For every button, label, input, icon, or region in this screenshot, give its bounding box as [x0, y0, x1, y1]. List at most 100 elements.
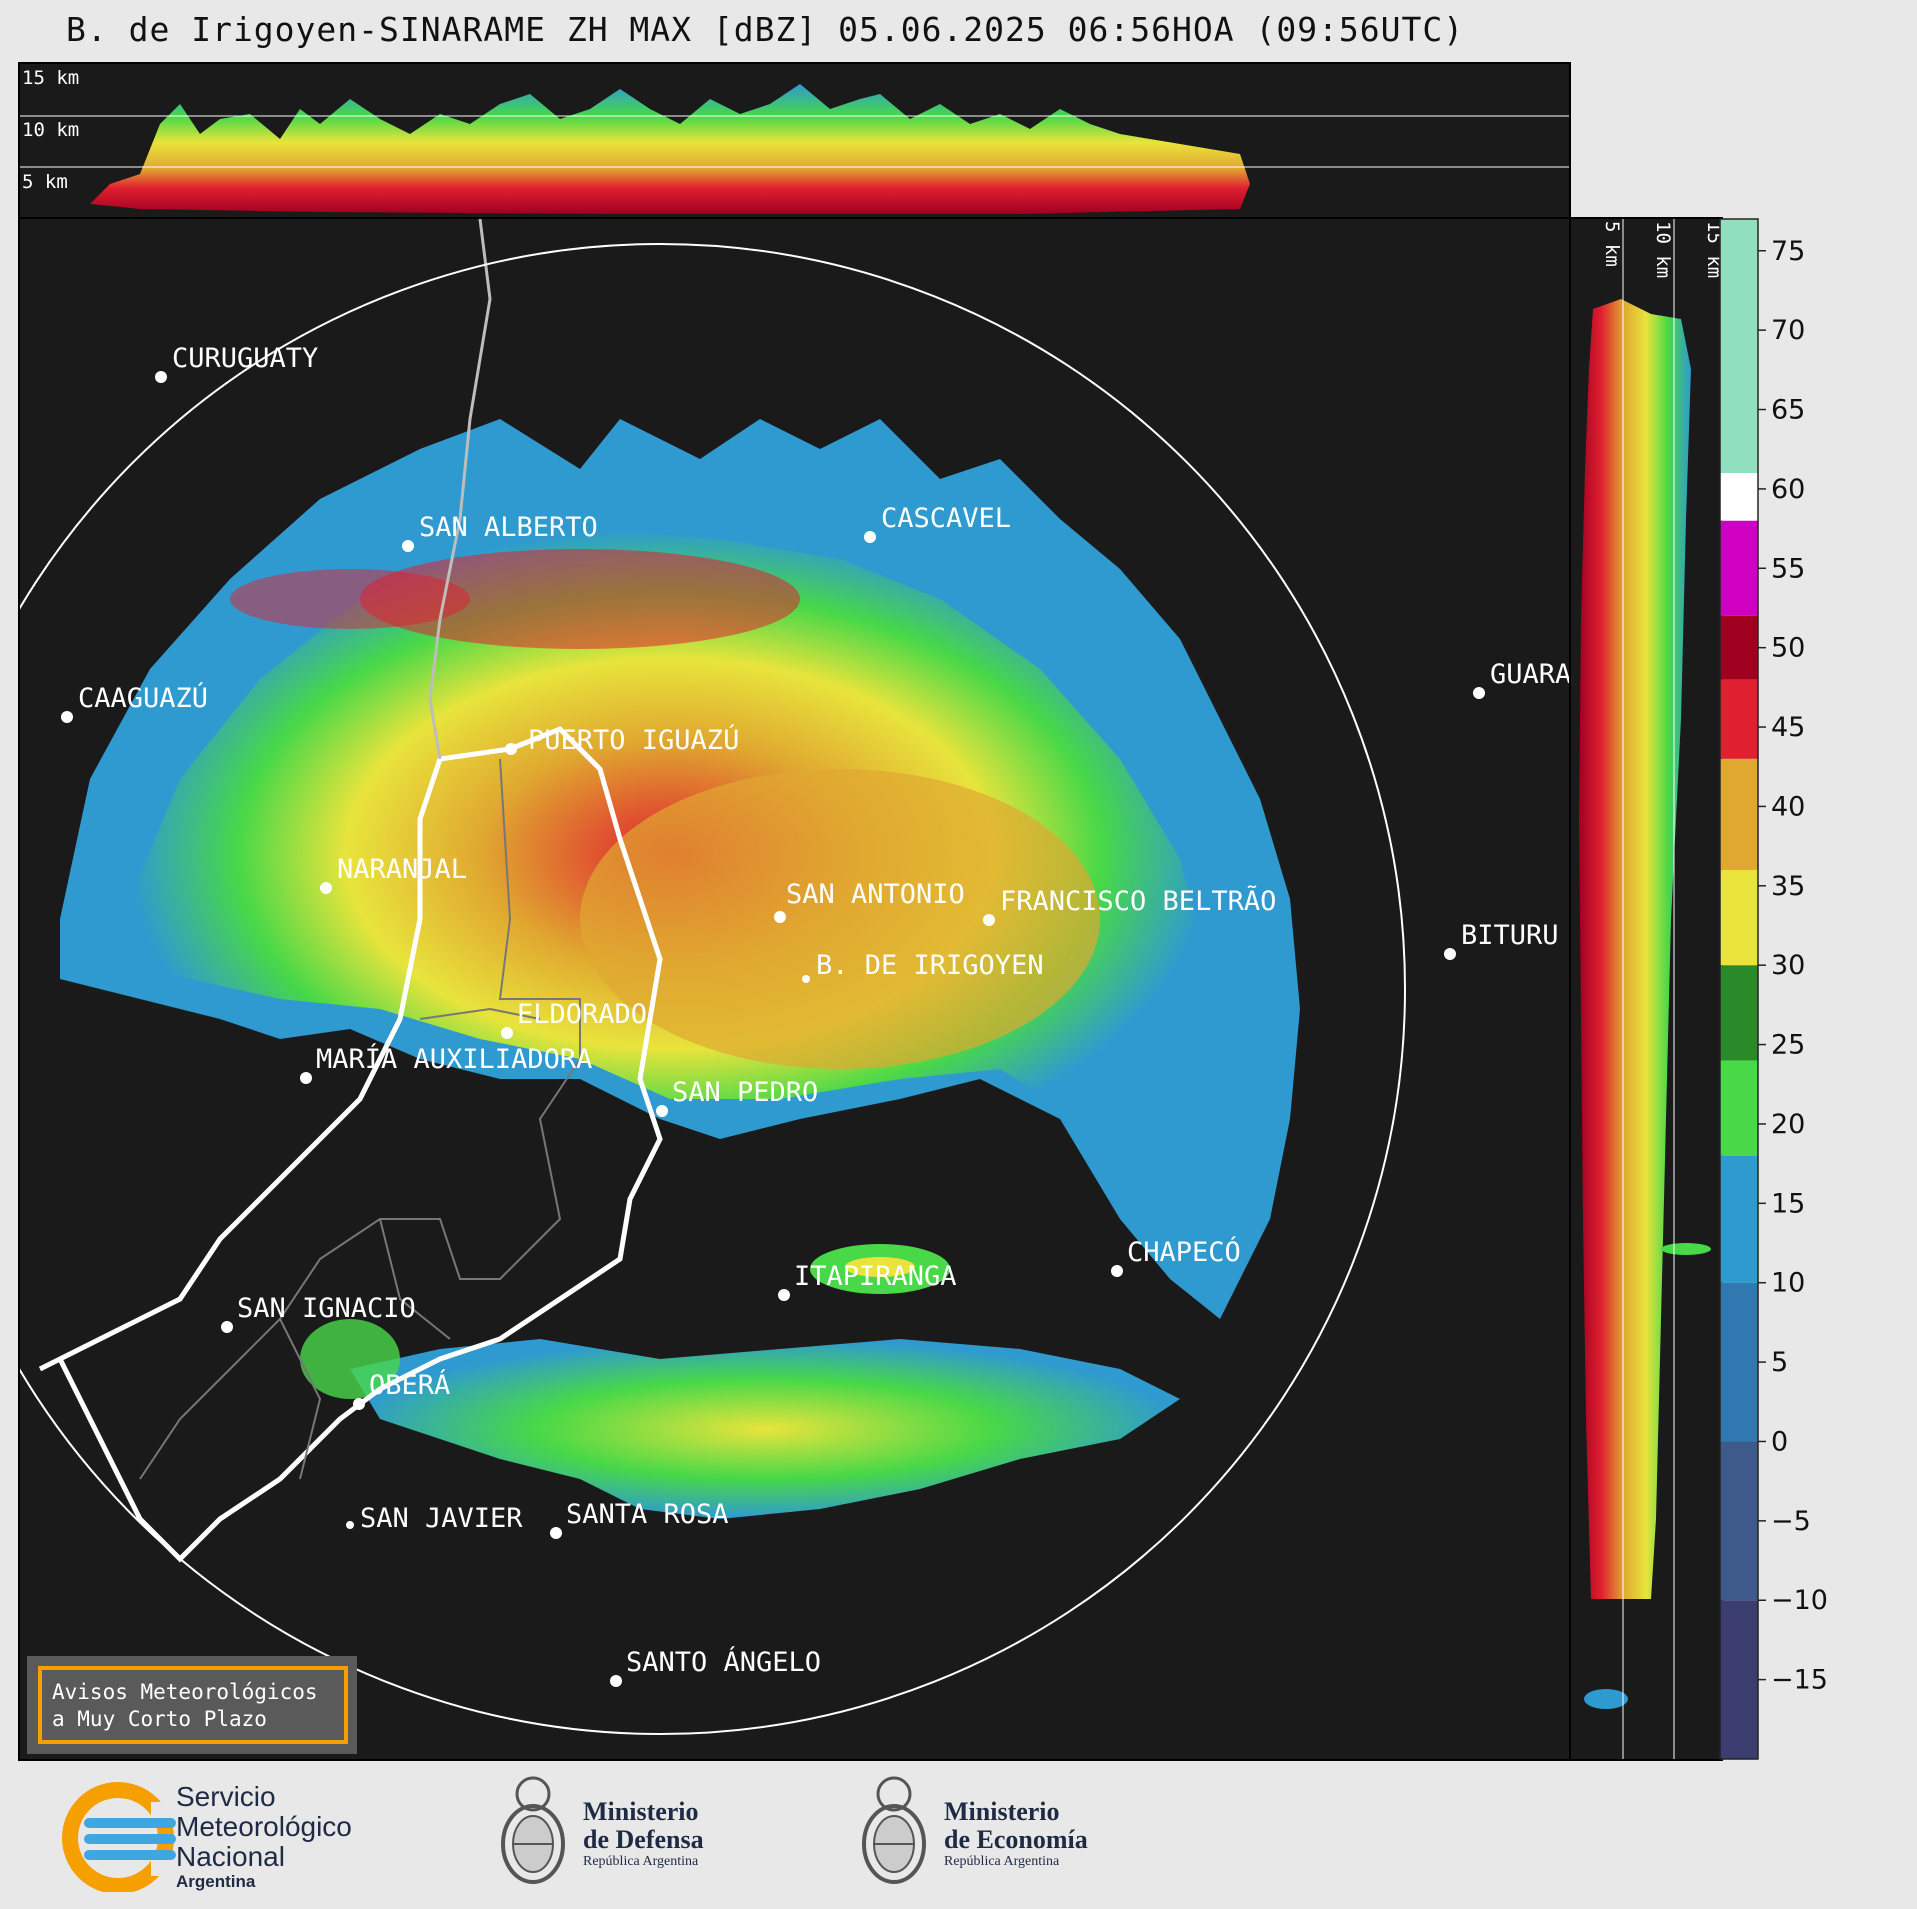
colorbar-tick-label: 0 — [1771, 1426, 1788, 1457]
economia-name: Ministerio de Economía República Argenti… — [944, 1798, 1088, 1870]
colorbar-band — [1720, 520, 1758, 616]
colorbar-band — [1720, 965, 1758, 1061]
place-puerto-iguazu[interactable]: PUERTO IGUAZÚ — [505, 724, 739, 756]
echo-red-band-north — [360, 549, 800, 649]
top-height-profile: 15 km 10 km 5 km — [18, 62, 1571, 220]
place-maria-auxiliadora[interactable]: MARÍA AUXILIADORA — [300, 1043, 592, 1084]
place-caaguazu[interactable]: CAAGUAZÚ — [61, 682, 208, 723]
place-chapeco[interactable]: CHAPECÓ — [1111, 1236, 1241, 1277]
top-profile-label-5km: 5 km — [22, 171, 68, 193]
colorbar-tick-label: 15 — [1771, 1188, 1805, 1219]
echo-chapeco-core — [845, 1257, 915, 1277]
top-profile-label-10km: 10 km — [22, 119, 79, 141]
place-label: SAN ANTONIO — [786, 879, 965, 910]
province-lines — [139, 758, 581, 1480]
top-profile-echo — [90, 84, 1250, 214]
defensa-line3: República Argentina — [583, 1854, 699, 1869]
national-shield-icon — [501, 1776, 565, 1884]
echo-south-band — [350, 1339, 1180, 1519]
colorbar-band — [1720, 473, 1758, 521]
side-profile-echo — [1579, 299, 1691, 1599]
echo-oberá — [300, 1319, 400, 1399]
colorbar-band — [1720, 1441, 1758, 1601]
warning-box-line2: a Muy Corto Plazo — [52, 1707, 267, 1731]
colorbar-tick-label: 20 — [1771, 1109, 1805, 1140]
place-label: ELDORADO — [517, 999, 647, 1030]
radar-map[interactable]: CURUGUATY SAN ALBERTO CASCAVEL CAAGUAZÚ … — [18, 217, 1571, 1761]
place-san-javier[interactable]: SAN JAVIER — [346, 1503, 523, 1534]
colorbar-tick-label: 5 — [1771, 1347, 1788, 1378]
colorbar-band — [1720, 758, 1758, 870]
side-profile-blob-bottom — [1584, 1689, 1628, 1709]
place-san-pedro[interactable]: SAN PEDRO — [656, 1077, 818, 1117]
smn-line4: Argentina — [176, 1872, 256, 1891]
colorbar-tick-label: 75 — [1771, 236, 1805, 267]
colorbar-bands — [1720, 219, 1758, 1759]
colorbar-tick-label: 50 — [1771, 633, 1805, 664]
colorbar-tick-label: 10 — [1771, 1268, 1805, 1299]
place-san-antonio[interactable]: SAN ANTONIO — [774, 879, 965, 923]
colorbar-tick-label: −15 — [1771, 1665, 1828, 1696]
defensa-logo[interactable]: Ministerio de Defensa República Argentin… — [495, 1772, 755, 1902]
place-obera[interactable]: OBERÁ — [353, 1369, 450, 1410]
place-francisco-beltrao[interactable]: FRANCISCO BELTRÃO — [983, 885, 1276, 926]
defensa-line2: de Defensa — [583, 1825, 704, 1854]
place-label: SAN IGNACIO — [237, 1293, 416, 1324]
echo-red-band-west — [230, 569, 470, 629]
smn-name: Servicio Meteorológico Nacional Argentin… — [176, 1782, 352, 1892]
place-itapiranga[interactable]: ITAPIRANGA — [778, 1261, 957, 1301]
place-label: CURUGUATY — [172, 343, 318, 374]
place-label: FRANCISCO BELTRÃO — [1000, 885, 1276, 917]
defensa-name: Ministerio de Defensa República Argentin… — [583, 1798, 704, 1870]
place-guara[interactable]: GUARA — [1473, 659, 1571, 699]
place-label: GUARA — [1490, 659, 1571, 690]
place-curuguaty[interactable]: CURUGUATY — [155, 343, 318, 383]
colorbar-tick-label: 70 — [1771, 315, 1805, 346]
colorbar-tick-label: 60 — [1771, 474, 1805, 505]
place-santo-angelo[interactable]: SANTO ÁNGELO — [610, 1646, 821, 1687]
side-profile-svg: 5 km 10 km 15 km — [1579, 219, 1721, 1759]
colorbar-tick-label: 65 — [1771, 395, 1805, 426]
colorbar-tick-label: 45 — [1771, 712, 1805, 743]
place-label: MARÍA AUXILIADORA — [316, 1043, 592, 1075]
warning-box[interactable]: Avisos Meteorológicos a Muy Corto Plazo — [27, 1656, 357, 1754]
smn-line1: Servicio — [176, 1781, 276, 1812]
place-naranjal[interactable]: NARANJAL — [320, 854, 467, 894]
colorbar-tick-label: 35 — [1771, 871, 1805, 902]
smn-line3: Nacional — [176, 1841, 285, 1872]
colorbar-tick-label: 30 — [1771, 950, 1805, 981]
side-profile-blob — [1661, 1243, 1711, 1255]
place-santa-rosa[interactable]: SANTA ROSA — [550, 1499, 729, 1539]
economia-line1: Ministerio — [944, 1797, 1060, 1826]
side-height-profile: 5 km 10 km 15 km — [1569, 217, 1723, 1761]
smn-logo[interactable]: Servicio Meteorológico Nacional Argentin… — [56, 1782, 386, 1892]
economia-line2: de Economía — [944, 1825, 1088, 1854]
defensa-line1: Ministerio — [583, 1797, 699, 1826]
colorbar-band — [1720, 219, 1758, 474]
place-label: B. DE IRIGOYEN — [816, 950, 1044, 981]
radar-map-svg: CURUGUATY SAN ALBERTO CASCAVEL CAAGUAZÚ … — [20, 219, 1571, 1754]
place-label: SAN JAVIER — [360, 1503, 523, 1534]
place-eldorado[interactable]: ELDORADO — [501, 999, 647, 1039]
place-bituru[interactable]: BITURU — [1444, 920, 1559, 960]
colorbar-band — [1720, 1155, 1758, 1283]
colorbar-band — [1720, 1600, 1758, 1759]
page-title: B. de Irigoyen-SINARAME ZH MAX [dBZ] 05.… — [66, 10, 1465, 49]
place-label: CAAGUAZÚ — [78, 682, 208, 714]
place-label: SAN PEDRO — [672, 1077, 818, 1108]
colorbar-band — [1720, 1282, 1758, 1442]
colorbar-tick-label: 25 — [1771, 1030, 1805, 1061]
national-shield-icon — [862, 1776, 926, 1884]
colorbar-band — [1720, 869, 1758, 966]
colorbar-tick-label: −5 — [1771, 1506, 1811, 1537]
economia-logo[interactable]: Ministerio de Economía República Argenti… — [856, 1772, 1136, 1902]
place-cascavel[interactable]: CASCAVEL — [864, 503, 1011, 543]
colorbar-band — [1720, 1060, 1758, 1156]
place-san-ignacio[interactable]: SAN IGNACIO — [221, 1293, 416, 1333]
place-b-de-irigoyen[interactable]: B. DE IRIGOYEN — [802, 950, 1044, 983]
place-label: SAN ALBERTO — [419, 512, 598, 543]
place-label: SANTA ROSA — [566, 1499, 729, 1530]
place-san-alberto[interactable]: SAN ALBERTO — [402, 512, 598, 552]
